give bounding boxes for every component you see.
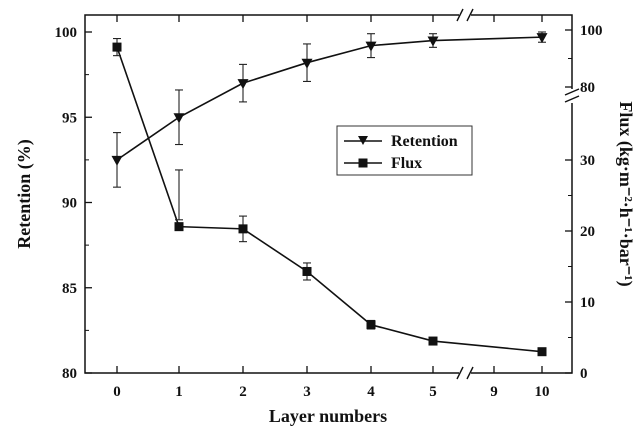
right-y-tick-label: 0 — [580, 366, 588, 382]
data-point-flux — [366, 320, 376, 330]
data-point-flux — [112, 42, 122, 52]
data-point-retention — [365, 41, 377, 52]
right-axis-break-mark — [564, 88, 580, 96]
legend-label-retention: Retention — [391, 133, 458, 150]
data-point-flux — [428, 336, 438, 346]
series-line-retention — [116, 36, 543, 161]
x-tick-label: 5 — [429, 384, 437, 400]
data-point-retention — [111, 155, 123, 166]
right-y-tick-label: 10 — [580, 295, 595, 311]
data-point-retention — [173, 113, 185, 124]
data-point-flux — [302, 266, 312, 276]
x-tick-label: 9 — [490, 384, 498, 400]
legend: Retention Flux — [336, 125, 473, 176]
legend-marker-retention — [358, 136, 368, 145]
legend-box — [336, 125, 473, 176]
x-tick-label: 4 — [367, 384, 375, 400]
x-tick-label: 3 — [303, 384, 311, 400]
x-tick-label: 2 — [239, 384, 247, 400]
data-point-retention — [427, 36, 439, 47]
right-axis-break-mask — [566, 89, 578, 103]
x-axis-break-mark — [466, 8, 474, 22]
legend-label-flux: Flux — [391, 155, 422, 172]
data-point-flux — [238, 224, 248, 234]
plot-frame — [84, 14, 573, 374]
data-point-retention — [536, 33, 548, 44]
right-y-tick-label: 20 — [580, 224, 595, 240]
x-tick-label: 1 — [175, 384, 183, 400]
left-y-tick-label: 90 — [62, 196, 77, 212]
left-y-tick-label: 95 — [62, 110, 77, 126]
right-y-tick-label: 100 — [580, 23, 603, 39]
data-point-flux — [537, 347, 547, 357]
right-y-tick-label: 30 — [580, 153, 595, 169]
x-axis-break-mask — [459, 9, 471, 21]
data-point-flux — [174, 222, 184, 232]
x-axis-break-mark — [456, 366, 464, 380]
series-line-flux — [116, 46, 543, 353]
left-y-tick-label: 85 — [62, 281, 77, 297]
x-axis-break-mark — [466, 366, 474, 380]
left-axis-title: Retention (%) — [14, 139, 35, 248]
x-axis-break-mask — [459, 367, 471, 379]
x-axis-title: Layer numbers — [269, 406, 387, 426]
right-y-tick-label: 80 — [580, 80, 595, 96]
x-tick-label: 0 — [113, 384, 121, 400]
left-y-tick-label: 100 — [55, 25, 78, 41]
data-point-retention — [237, 79, 249, 90]
x-axis-break-mark — [456, 8, 464, 22]
legend-marker-flux — [358, 158, 368, 168]
x-tick-label: 10 — [535, 384, 550, 400]
right-axis-title: Flux (kg·m⁻²·h⁻¹·bar⁻¹) — [615, 101, 636, 286]
right-axis-break-mark — [564, 95, 580, 103]
left-y-tick-label: 80 — [62, 366, 77, 382]
data-point-retention — [301, 58, 313, 69]
